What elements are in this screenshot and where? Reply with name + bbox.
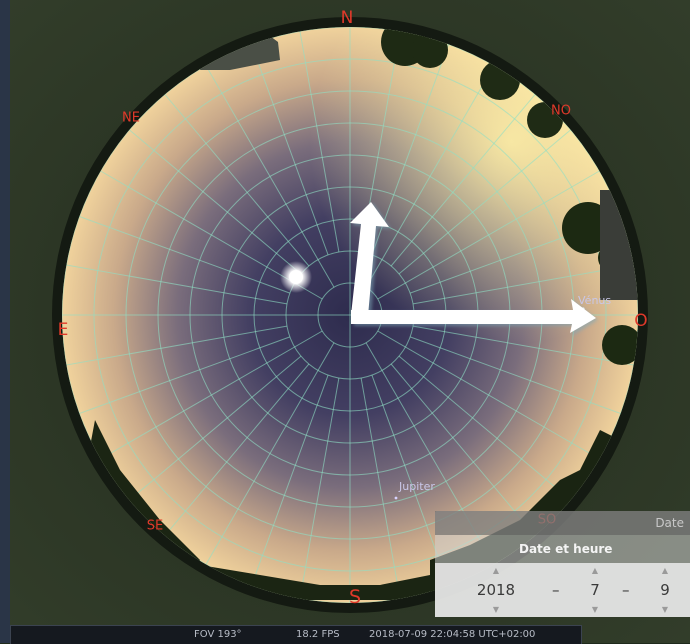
cardinal-southeast: SE [146,518,164,534]
azimuth-line [412,264,634,305]
azimuth-line [164,363,310,536]
azimuth-line [377,170,600,300]
azimuthal-grid [62,27,638,603]
month-up-icon[interactable]: ▲ [591,566,599,575]
azimuth-line [299,377,340,599]
cardinal-north: N [340,8,354,28]
date-tab[interactable]: Date [435,511,690,535]
year-value: 2018 [476,581,516,599]
azimuth-line [390,94,536,267]
fps-readout: 18.2 FPS [296,629,340,640]
azimuth-line [164,94,310,267]
west-arrow [351,299,596,333]
azimuth-line [409,336,621,414]
azimuth-line [251,44,329,256]
azimuth-line [100,330,323,460]
cardinal-northeast: NE [122,110,140,126]
azimuth-line [251,374,329,586]
window-edge [0,0,10,643]
north-arrow [350,202,389,316]
azimuth-line [79,216,291,294]
azimuth-line [205,342,335,565]
azimuth-line [398,129,571,275]
azimuth-line [371,44,449,256]
cardinal-west: O [634,311,648,331]
datetime-readout: 2018-07-09 22:04:58 UTC+02:00 [369,629,536,640]
venus-label: Vénus [578,294,612,307]
azimuth-line [365,65,495,288]
day-up-icon[interactable]: ▲ [661,566,669,575]
date-tab-label: Date [655,516,684,530]
azimuth-line [129,355,302,501]
date-separator: – [552,581,560,599]
date-section-label: Date et heure [519,542,613,556]
day-down-icon[interactable]: ▼ [661,605,669,614]
azimuth-line [377,330,600,460]
azimuth-line [79,336,291,414]
month-down-icon[interactable]: ▼ [591,605,599,614]
date-separator: – [622,581,630,599]
fov-readout: FOV 193° [194,629,242,640]
azimuth-line [390,363,536,536]
status-bar: FOV 193° 18.2 FPS 2018-07-09 22:04:58 UT… [10,625,582,644]
day-value: 9 [660,581,670,599]
azimuth-line [129,129,302,275]
jupiter-label: Jupiter [399,480,435,493]
moon-disc [289,270,303,284]
year-spinbox[interactable]: ▲ 2018 ▼ [457,563,535,617]
cardinal-northwest: NO [551,103,571,119]
jupiter-marker[interactable] [394,496,398,500]
cardinal-east: E [57,320,69,340]
date-time-panel: Date Date et heure ▲ 2018 ▼ – ▲ 7 ▼ – ▲ … [435,511,690,617]
direction-arrows [350,202,598,336]
azimuth-line [398,355,571,501]
year-up-icon[interactable]: ▲ [492,566,500,575]
month-value: 7 [590,581,600,599]
azimuth-line [205,65,335,288]
cardinal-south: S [348,586,362,608]
azimuth-line [360,377,401,599]
azimuth-line [66,264,288,305]
month-spinbox[interactable]: ▲ 7 ▼ [581,563,609,617]
azimuth-line [299,31,340,253]
azimuth-line [66,325,288,366]
date-row: ▲ 2018 ▼ – ▲ 7 ▼ – ▲ 9 ▼ [435,563,690,617]
year-down-icon[interactable]: ▼ [492,605,500,614]
day-spinbox[interactable]: ▲ 9 ▼ [651,563,679,617]
azimuth-line [412,325,634,366]
